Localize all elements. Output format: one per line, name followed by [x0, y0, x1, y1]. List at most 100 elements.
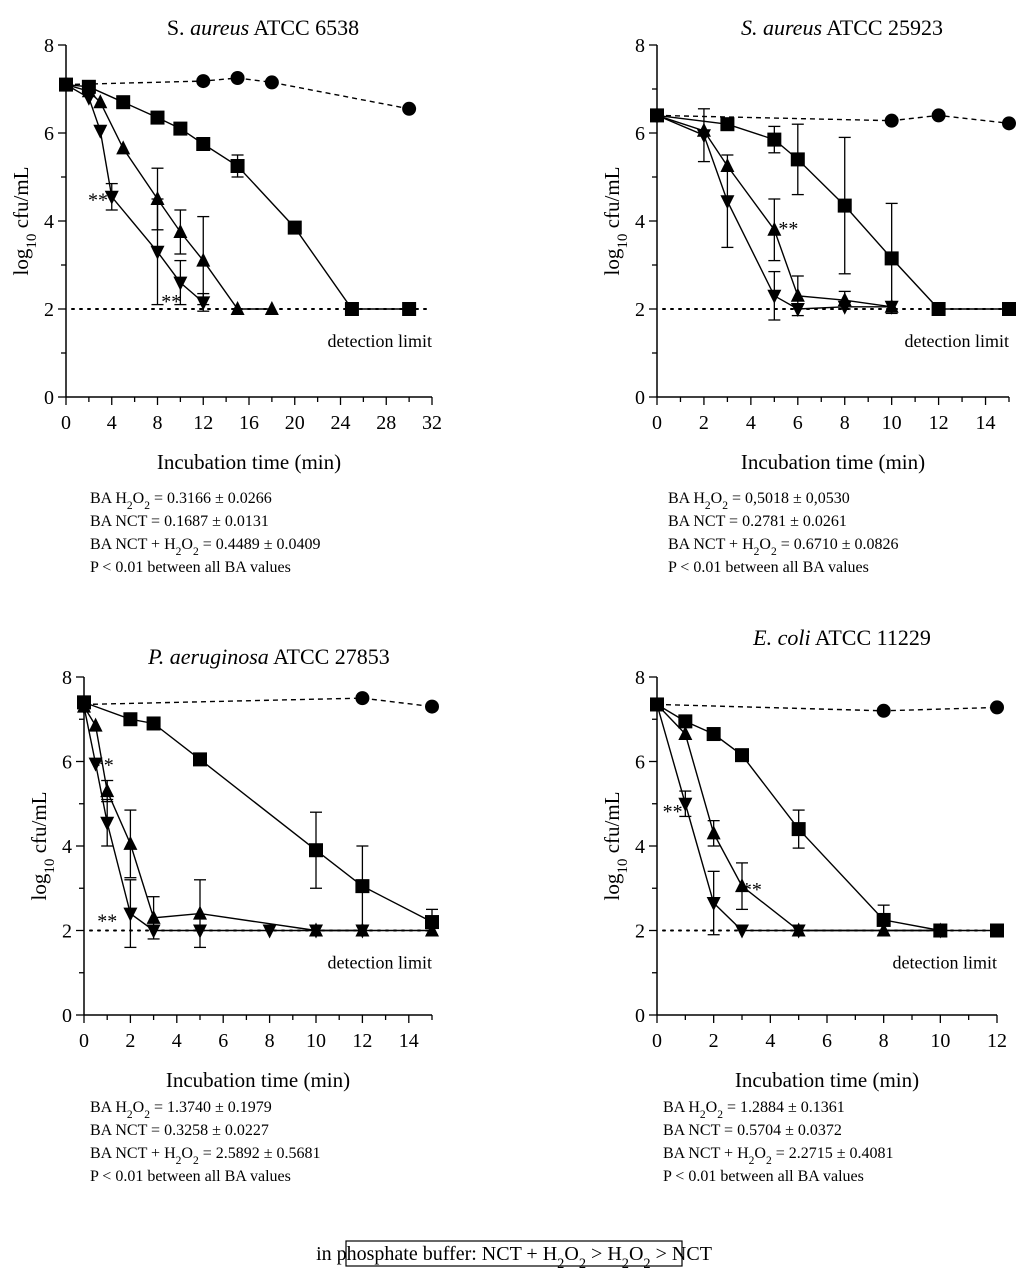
series-line-square: [83, 701, 433, 923]
data-point-triangle-down: [790, 303, 805, 317]
x-tick-label: 0: [79, 1030, 89, 1052]
x-tick-label: 2: [709, 1030, 719, 1052]
data-point-square: [230, 159, 245, 173]
data-point-triangle-up: [123, 835, 138, 850]
data-point-triangle-down: [123, 907, 138, 922]
detection-limit-label: detection limit: [905, 331, 1009, 351]
data-point-triangle-down: [88, 757, 103, 772]
data-point-triangle-up: [230, 301, 245, 315]
data-point-circle: [1002, 116, 1016, 131]
stats-line: BA NCT + H2O2 = 2.5892 ± 0.5681: [90, 1145, 321, 1167]
x-axis-label: Incubation time (min): [735, 1068, 919, 1092]
series-line-triangle-down: [656, 704, 941, 932]
data-point-circle: [931, 108, 946, 123]
data-point-triangle-up: [706, 825, 721, 840]
footer-border: [345, 1240, 683, 1267]
x-tick-label: 6: [218, 1030, 228, 1052]
data-point-circle: [264, 75, 279, 90]
data-point-triangle-down: [355, 924, 370, 939]
x-tick-label: 2: [125, 1030, 135, 1052]
data-point-square: [425, 915, 439, 930]
data-point-triangle-down: [837, 300, 852, 315]
data-point-circle: [402, 101, 417, 116]
data-point-triangle-up: [193, 905, 207, 920]
data-point-triangle-down: [884, 300, 899, 315]
x-tick-label: 4: [746, 412, 756, 434]
y-tick-label: 0: [635, 1005, 645, 1027]
data-point-circle: [355, 691, 370, 706]
data-point-square: [790, 152, 805, 167]
stats-line: BA NCT + H2O2 = 0.4489 ± 0.0409: [90, 536, 321, 558]
footer-box: in phosphate buffer: NCT + H2O2 > H2O2 >…: [316, 1240, 712, 1268]
x-axis-label: Incubation time (min): [741, 450, 925, 474]
data-point-square: [123, 712, 138, 727]
data-point-triangle-down: [262, 924, 277, 939]
data-point-triangle-down: [696, 129, 711, 144]
y-tick-label: 2: [635, 921, 645, 943]
y-tick-label: 8: [62, 667, 72, 689]
x-tick-label: 8: [840, 412, 850, 434]
data-point-square: [355, 879, 370, 894]
x-tick-label: 10: [306, 1030, 326, 1052]
stats-line: BA NCT = 0.3258 ± 0.0227: [90, 1122, 269, 1139]
x-tick-label: 0: [61, 412, 71, 434]
y-axis-label: log10 cfu/mL: [9, 166, 40, 275]
y-axis-label: log10 cfu/mL: [600, 791, 631, 900]
significance-marker: **: [161, 291, 181, 313]
data-point-square: [193, 752, 207, 767]
y-tick-label: 2: [635, 299, 645, 321]
data-point-triangle-up: [196, 252, 211, 267]
data-point-square: [706, 727, 721, 742]
x-tick-label: 4: [765, 1030, 775, 1052]
stats-line: BA NCT + H2O2 = 2.2715 ± 0.4081: [663, 1145, 894, 1167]
y-tick-label: 8: [635, 35, 645, 57]
y-tick-label: 0: [44, 387, 54, 409]
x-tick-label: 12: [193, 412, 213, 434]
data-point-triangle-down: [735, 924, 749, 939]
data-point-triangle-up: [146, 909, 161, 924]
data-point-triangle-up: [735, 878, 749, 893]
y-tick-label: 0: [62, 1005, 72, 1027]
data-point-triangle-down: [59, 78, 73, 93]
stats-line: BA H2O2 = 0,5018 ± 0,0530: [668, 490, 850, 512]
series-line-circle: [656, 703, 998, 712]
x-tick-label: 8: [879, 1030, 889, 1052]
data-point-triangle-up: [790, 287, 805, 302]
significance-marker: **: [88, 190, 108, 212]
data-point-triangle-down: [767, 289, 782, 304]
x-tick-label: 14: [976, 412, 996, 434]
y-axis-label: log10 cfu/mL: [27, 791, 58, 900]
data-point-square: [150, 110, 165, 125]
data-point-triangle-down: [706, 897, 721, 912]
data-point-square: [876, 912, 891, 927]
stats-line: P < 0.01 between all BA values: [90, 1168, 291, 1185]
y-tick-label: 2: [44, 299, 54, 321]
chart-ec11229: E. coli ATCC 11229 0 2 4 6 8 0 2 4 6 8 10 12 Incubati…: [600, 625, 1007, 1185]
stats-line: P < 0.01 between all BA values: [668, 559, 869, 576]
data-point-triangle-down: [720, 195, 735, 210]
data-point-triangle-up: [100, 783, 115, 798]
series-line-circle: [656, 114, 1010, 125]
chart-pa27853: P. aeruginosa ATCC 27853 0 2 4 6 8 0 2 4 6 8 10 12 14…: [27, 644, 439, 1185]
y-tick-label: 4: [62, 836, 72, 858]
data-point-triangle-down: [650, 109, 664, 124]
data-point-triangle-up: [173, 224, 188, 238]
x-tick-label: 12: [352, 1030, 372, 1052]
x-tick-label: 6: [793, 412, 803, 434]
data-point-square: [884, 251, 899, 266]
x-tick-label: 16: [239, 412, 259, 434]
stats-line: BA NCT = 0.2781 ± 0.0261: [668, 513, 847, 530]
data-point-circle: [230, 71, 245, 85]
x-tick-label: 28: [376, 412, 396, 434]
chart-title: S. aureus ATCC 25923: [741, 15, 943, 40]
x-tick-label: 0: [652, 1030, 662, 1052]
chart-title: P. aeruginosa ATCC 27853: [147, 644, 390, 669]
series-line-triangle-down: [83, 706, 363, 932]
x-axis-label: Incubation time (min): [166, 1068, 350, 1092]
data-point-triangle-down: [146, 924, 161, 939]
data-point-square: [287, 220, 302, 235]
x-tick-label: 32: [422, 412, 442, 434]
data-point-square: [791, 822, 806, 837]
x-tick-label: 8: [265, 1030, 275, 1052]
